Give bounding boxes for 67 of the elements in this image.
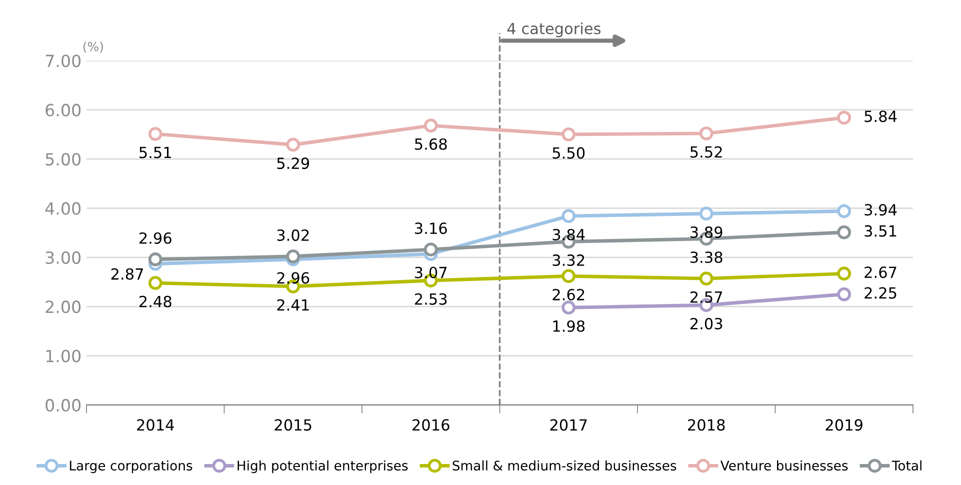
data-label: 2.96 [277,272,310,284]
point [424,242,438,256]
x-tick-label: 2018 [688,419,725,431]
data-label: 5.50 [552,147,585,159]
data-label: 3.32 [552,254,584,266]
y-tick-label: 7.00 [46,54,81,68]
legend-label: Venture businesses [720,460,848,471]
data-label: 5.52 [690,146,722,158]
data-label: 3.94 [864,204,897,216]
legend-label: Large corporations [70,460,192,474]
point [837,225,852,240]
point [424,118,438,133]
data-label: 2.53 [414,293,447,305]
ref-line-label: 4 categories [507,22,601,38]
y-tick-label: 6.00 [46,104,81,116]
point [837,204,852,218]
point [699,272,714,286]
x-tick-label: 2017 [550,419,587,431]
legend-label: High potential enterprises [238,460,408,474]
data-label: 2.96 [139,232,172,244]
data-label: 3.38 [690,251,722,264]
x-tick-label: 2014 [137,419,174,431]
data-label: 3.51 [864,225,896,237]
y-tick-label: 0.00 [46,398,81,412]
legend-label: Total [892,460,922,471]
point [148,252,162,266]
point [837,287,852,302]
data-label: 3.16 [415,222,447,234]
x-tick-label: 2016 [412,419,450,431]
y-tick-label: 4.00 [45,202,81,215]
data-label: 5.68 [415,138,447,150]
y-axis-title: (%) [83,42,103,53]
y-tick-label: 5.00 [46,152,81,166]
data-label: 2.57 [690,291,722,303]
data-label: 3.89 [690,226,722,238]
data-label: 2.62 [552,288,584,300]
data-label: 2.03 [690,318,722,330]
point [699,126,714,140]
x-tick-label: 2019 [826,419,862,431]
point [286,249,300,264]
point [562,209,576,224]
data-label: 3.84 [552,228,585,240]
point [148,276,162,290]
data-label: 2.25 [864,287,896,299]
point [562,127,576,142]
point [837,110,852,125]
data-label: 5.84 [864,110,897,122]
legend-label: Small & medium-sized businesses [452,460,676,471]
point [286,138,300,152]
point [837,266,852,281]
data-label: 3.02 [277,229,309,241]
data-label: 2.48 [139,296,172,308]
x-tick-label: 2015 [274,419,312,431]
y-tick-label: 3.00 [46,251,81,264]
data-label: 2.87 [111,268,143,280]
point [562,300,576,315]
data-label: 5.29 [277,158,310,170]
data-label: 2.67 [864,266,896,278]
y-tick-label: 1.00 [46,350,81,362]
point [699,206,714,221]
data-label: 3.07 [415,266,447,278]
data-label: 2.41 [277,299,309,311]
data-label: 1.98 [553,320,585,332]
point [148,126,162,141]
point [562,269,576,284]
y-tick-label: 2.00 [46,300,81,314]
data-label: 5.51 [140,146,171,158]
